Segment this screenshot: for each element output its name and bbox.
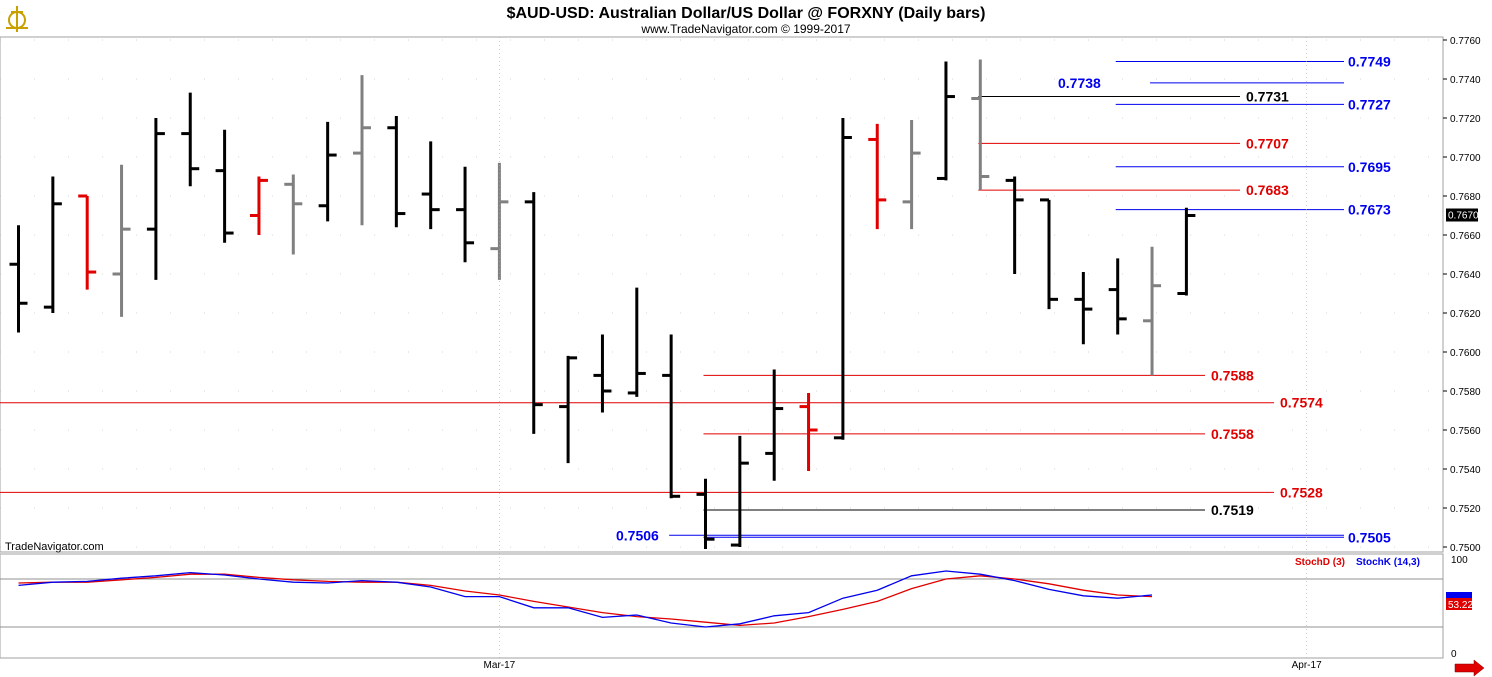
ohlc-bar [318, 121, 337, 222]
ohlc-bar [353, 75, 371, 226]
level-lines: 0.7749 0.7738 0.7731 0.7727 0.7707 0.7695 0.76… [0, 53, 1391, 545]
scroll-right-arrow-icon[interactable] [1454, 659, 1485, 677]
stochk-line [18, 570, 1153, 628]
price-tick-label: 0.7680 [1450, 192, 1481, 203]
ohlc-bar [1177, 207, 1196, 296]
level-label: 0.7528 [1280, 484, 1323, 500]
ohlc-bar [1005, 176, 1024, 274]
price-tick-label: 0.7660 [1450, 231, 1481, 242]
stochastic-panel [0, 553, 1444, 659]
level-label: 0.7574 [1280, 395, 1323, 411]
stochastic-grid [0, 578, 1443, 628]
ohlc-bar [284, 174, 303, 255]
ohlc-bar [421, 141, 440, 230]
ohlc-bar [971, 59, 990, 191]
stoch-tick-0: 0 [1451, 649, 1457, 660]
price-tick-label: 0.7720 [1450, 114, 1481, 125]
price-tick-label: 0.7600 [1450, 348, 1481, 359]
ohlc-bar [1108, 258, 1127, 335]
time-tick-label: Apr-17 [1292, 660, 1322, 671]
level-label: 0.7707 [1246, 135, 1289, 151]
ohlc-bar [146, 118, 165, 280]
ohlc-bar [43, 176, 62, 313]
ohlc-bar [1143, 246, 1162, 376]
ohlc-bar [112, 164, 131, 317]
logo-icon [6, 6, 28, 32]
ohlc-bar [249, 176, 268, 235]
chart-subtitle: www.TradeNavigator.com © 1999-2017 [640, 22, 850, 36]
ohlc-bar [627, 287, 646, 397]
stoch-tick-100: 100 [1451, 555, 1468, 566]
price-tick-label: 0.7760 [1450, 36, 1481, 47]
last-price-label: 0.7670 [1448, 211, 1479, 222]
stoch-value-badge: 53.22 [1446, 592, 1473, 611]
level-label: 0.7731 [1246, 89, 1289, 105]
stochastic-lines [18, 570, 1153, 628]
ohlc-bar [1074, 272, 1093, 345]
ohlc-bar [387, 116, 406, 228]
ohlc-bar [730, 435, 749, 547]
ohlc-bar [799, 392, 818, 471]
level-label: 0.7506 [616, 527, 659, 543]
ohlc-bar [902, 119, 921, 230]
level-label: 0.7519 [1211, 502, 1254, 518]
ohlc-bar [524, 192, 543, 434]
level-label: 0.7727 [1348, 96, 1391, 112]
level-label: 0.7695 [1348, 159, 1391, 175]
level-label: 0.7673 [1348, 202, 1391, 218]
ohlc-bar [868, 123, 887, 230]
level-label: 0.7738 [1058, 75, 1101, 91]
ohlc-bar [1040, 198, 1058, 310]
ohlc-bar [78, 194, 97, 290]
ohlc-bar [662, 334, 681, 499]
price-tick-label: 0.7700 [1450, 153, 1481, 164]
ohlc-bar [9, 225, 28, 333]
stochd-legend: StochD (3) [1295, 557, 1345, 568]
ohlc-bar [765, 369, 784, 481]
price-tick-label: 0.7540 [1450, 465, 1481, 476]
level-label: 0.7505 [1348, 529, 1391, 545]
ohlc-bar [181, 92, 200, 187]
stochk-value: 53.22 [1448, 600, 1473, 611]
price-axis: 0.7500 0.7520 0.7540 0.7560 0.7580 0.7600 0.76… [1443, 36, 1481, 554]
price-tick-label: 0.7500 [1450, 543, 1481, 554]
time-axis: Mar-17 Apr-17 [484, 37, 1322, 671]
chart-title: $AUD-USD: Australian Dollar/US Dollar @ … [507, 5, 986, 22]
ohlc-bar [215, 129, 234, 243]
price-bars [9, 59, 1196, 549]
ohlc-bar [593, 334, 612, 413]
level-label: 0.7588 [1211, 367, 1254, 383]
stochk-legend: StochK (14,3) [1356, 557, 1420, 568]
price-tick-label: 0.7740 [1450, 75, 1481, 86]
ohlc-bar [696, 478, 715, 549]
price-tick-label: 0.7560 [1450, 426, 1481, 437]
price-tick-label: 0.7520 [1450, 504, 1481, 515]
time-tick-label: Mar-17 [484, 660, 516, 671]
level-label: 0.7749 [1348, 53, 1391, 69]
ohlc-bar [559, 355, 578, 464]
ohlc-bar [833, 118, 852, 440]
last-price-badge: 0.7670 [1446, 208, 1479, 222]
ohlc-bar [936, 61, 955, 181]
price-tick-label: 0.7620 [1450, 309, 1481, 320]
price-panel [0, 36, 1444, 553]
price-tick-label: 0.7640 [1450, 270, 1481, 281]
level-label: 0.7683 [1246, 182, 1289, 198]
ohlc-bar [456, 166, 475, 263]
level-label: 0.7558 [1211, 426, 1254, 442]
watermark: TradeNavigator.com [5, 541, 104, 553]
price-tick-label: 0.7580 [1450, 387, 1481, 398]
